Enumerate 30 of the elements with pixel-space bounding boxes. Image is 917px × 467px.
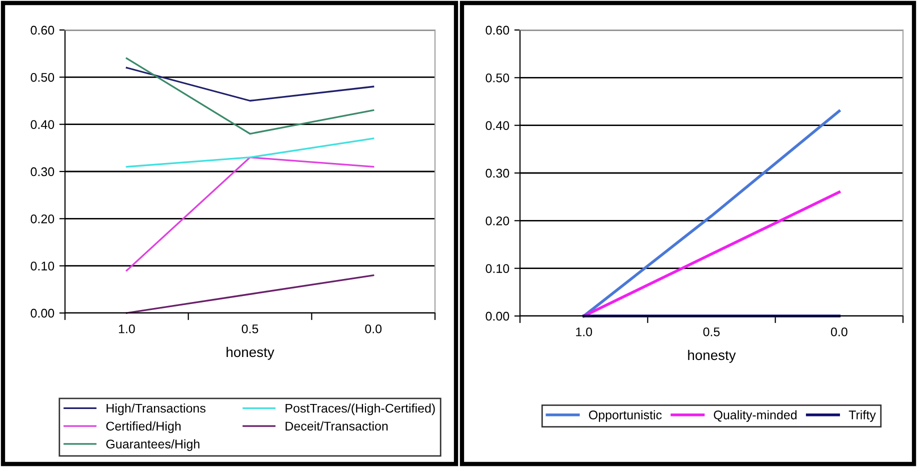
legend-label: Guarantees/High — [106, 439, 200, 451]
y-tick-label: 0.20 — [30, 214, 54, 224]
y-tick-label: 0.30 — [486, 168, 510, 178]
y-tick-label: 0.20 — [486, 216, 510, 226]
legend-label: PostTraces/(High-Certified) — [286, 403, 435, 416]
x-tick-label: 0.0 — [365, 324, 382, 334]
x-tick-label: 0.5 — [703, 327, 720, 336]
y-tick-label: 0.00 — [486, 312, 510, 321]
y-tick-label: 0.60 — [30, 26, 54, 35]
x-tick-label: 0.5 — [242, 324, 258, 334]
legend-label: Trifty — [848, 410, 876, 422]
y-tick-label: 0.40 — [30, 120, 54, 129]
x-tick-label: 0.0 — [830, 327, 848, 336]
y-tick-label: 0.10 — [30, 262, 54, 270]
y-tick-label: 0.30 — [30, 167, 54, 176]
y-tick-label: 0.50 — [486, 73, 510, 82]
y-tick-label: 0.10 — [486, 264, 510, 273]
x-tick-label: 1.0 — [576, 327, 592, 336]
legend-label: Quality-minded — [714, 410, 797, 422]
x-axis-title: honesty — [226, 346, 274, 360]
y-tick-label: 0.50 — [30, 72, 54, 82]
y-tick-label: 0.40 — [486, 121, 510, 130]
y-tick-label: 0.60 — [486, 26, 510, 35]
legend-label: Opportunistic — [588, 410, 662, 422]
x-tick-label: 1.0 — [118, 324, 135, 334]
x-axis-title: honesty — [688, 350, 736, 363]
legend-label: Certified/High — [106, 421, 181, 434]
legend-label: Deceit/Transaction — [286, 421, 388, 431]
y-tick-label: 0.00 — [30, 308, 54, 318]
legend-label: High/Transactions — [106, 403, 206, 416]
